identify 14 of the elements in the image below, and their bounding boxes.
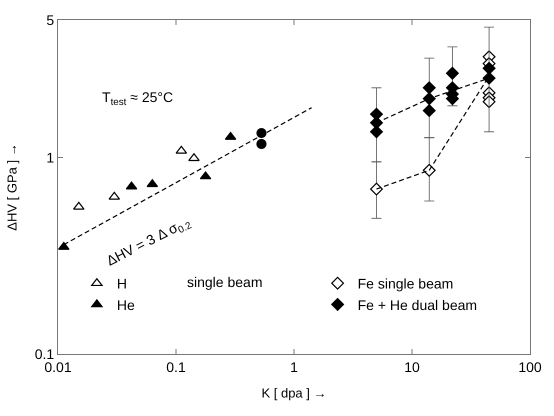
x-tick-label: 100 <box>518 358 542 375</box>
x-tick-label: 0.1 <box>166 358 186 375</box>
legend-label: Fe + He dual beam <box>358 296 478 313</box>
legend-label: He <box>116 296 135 313</box>
annotation: single beam <box>187 274 262 290</box>
x-axis-title: K [ dpa ] → <box>261 385 327 400</box>
legend-label: H <box>116 276 128 292</box>
y-tick-label: 1 <box>46 149 54 166</box>
annotation: T$_{test}$ ≈ 25°C <box>102 89 174 108</box>
x-tick-label: 1 <box>290 358 298 375</box>
x-tick-label: 10 <box>404 358 420 375</box>
y-axis-title: ΔHV [ GPa ] → <box>4 143 20 231</box>
y-tick-label: 5 <box>46 12 54 28</box>
legend-label: Fe single beam <box>358 276 454 292</box>
